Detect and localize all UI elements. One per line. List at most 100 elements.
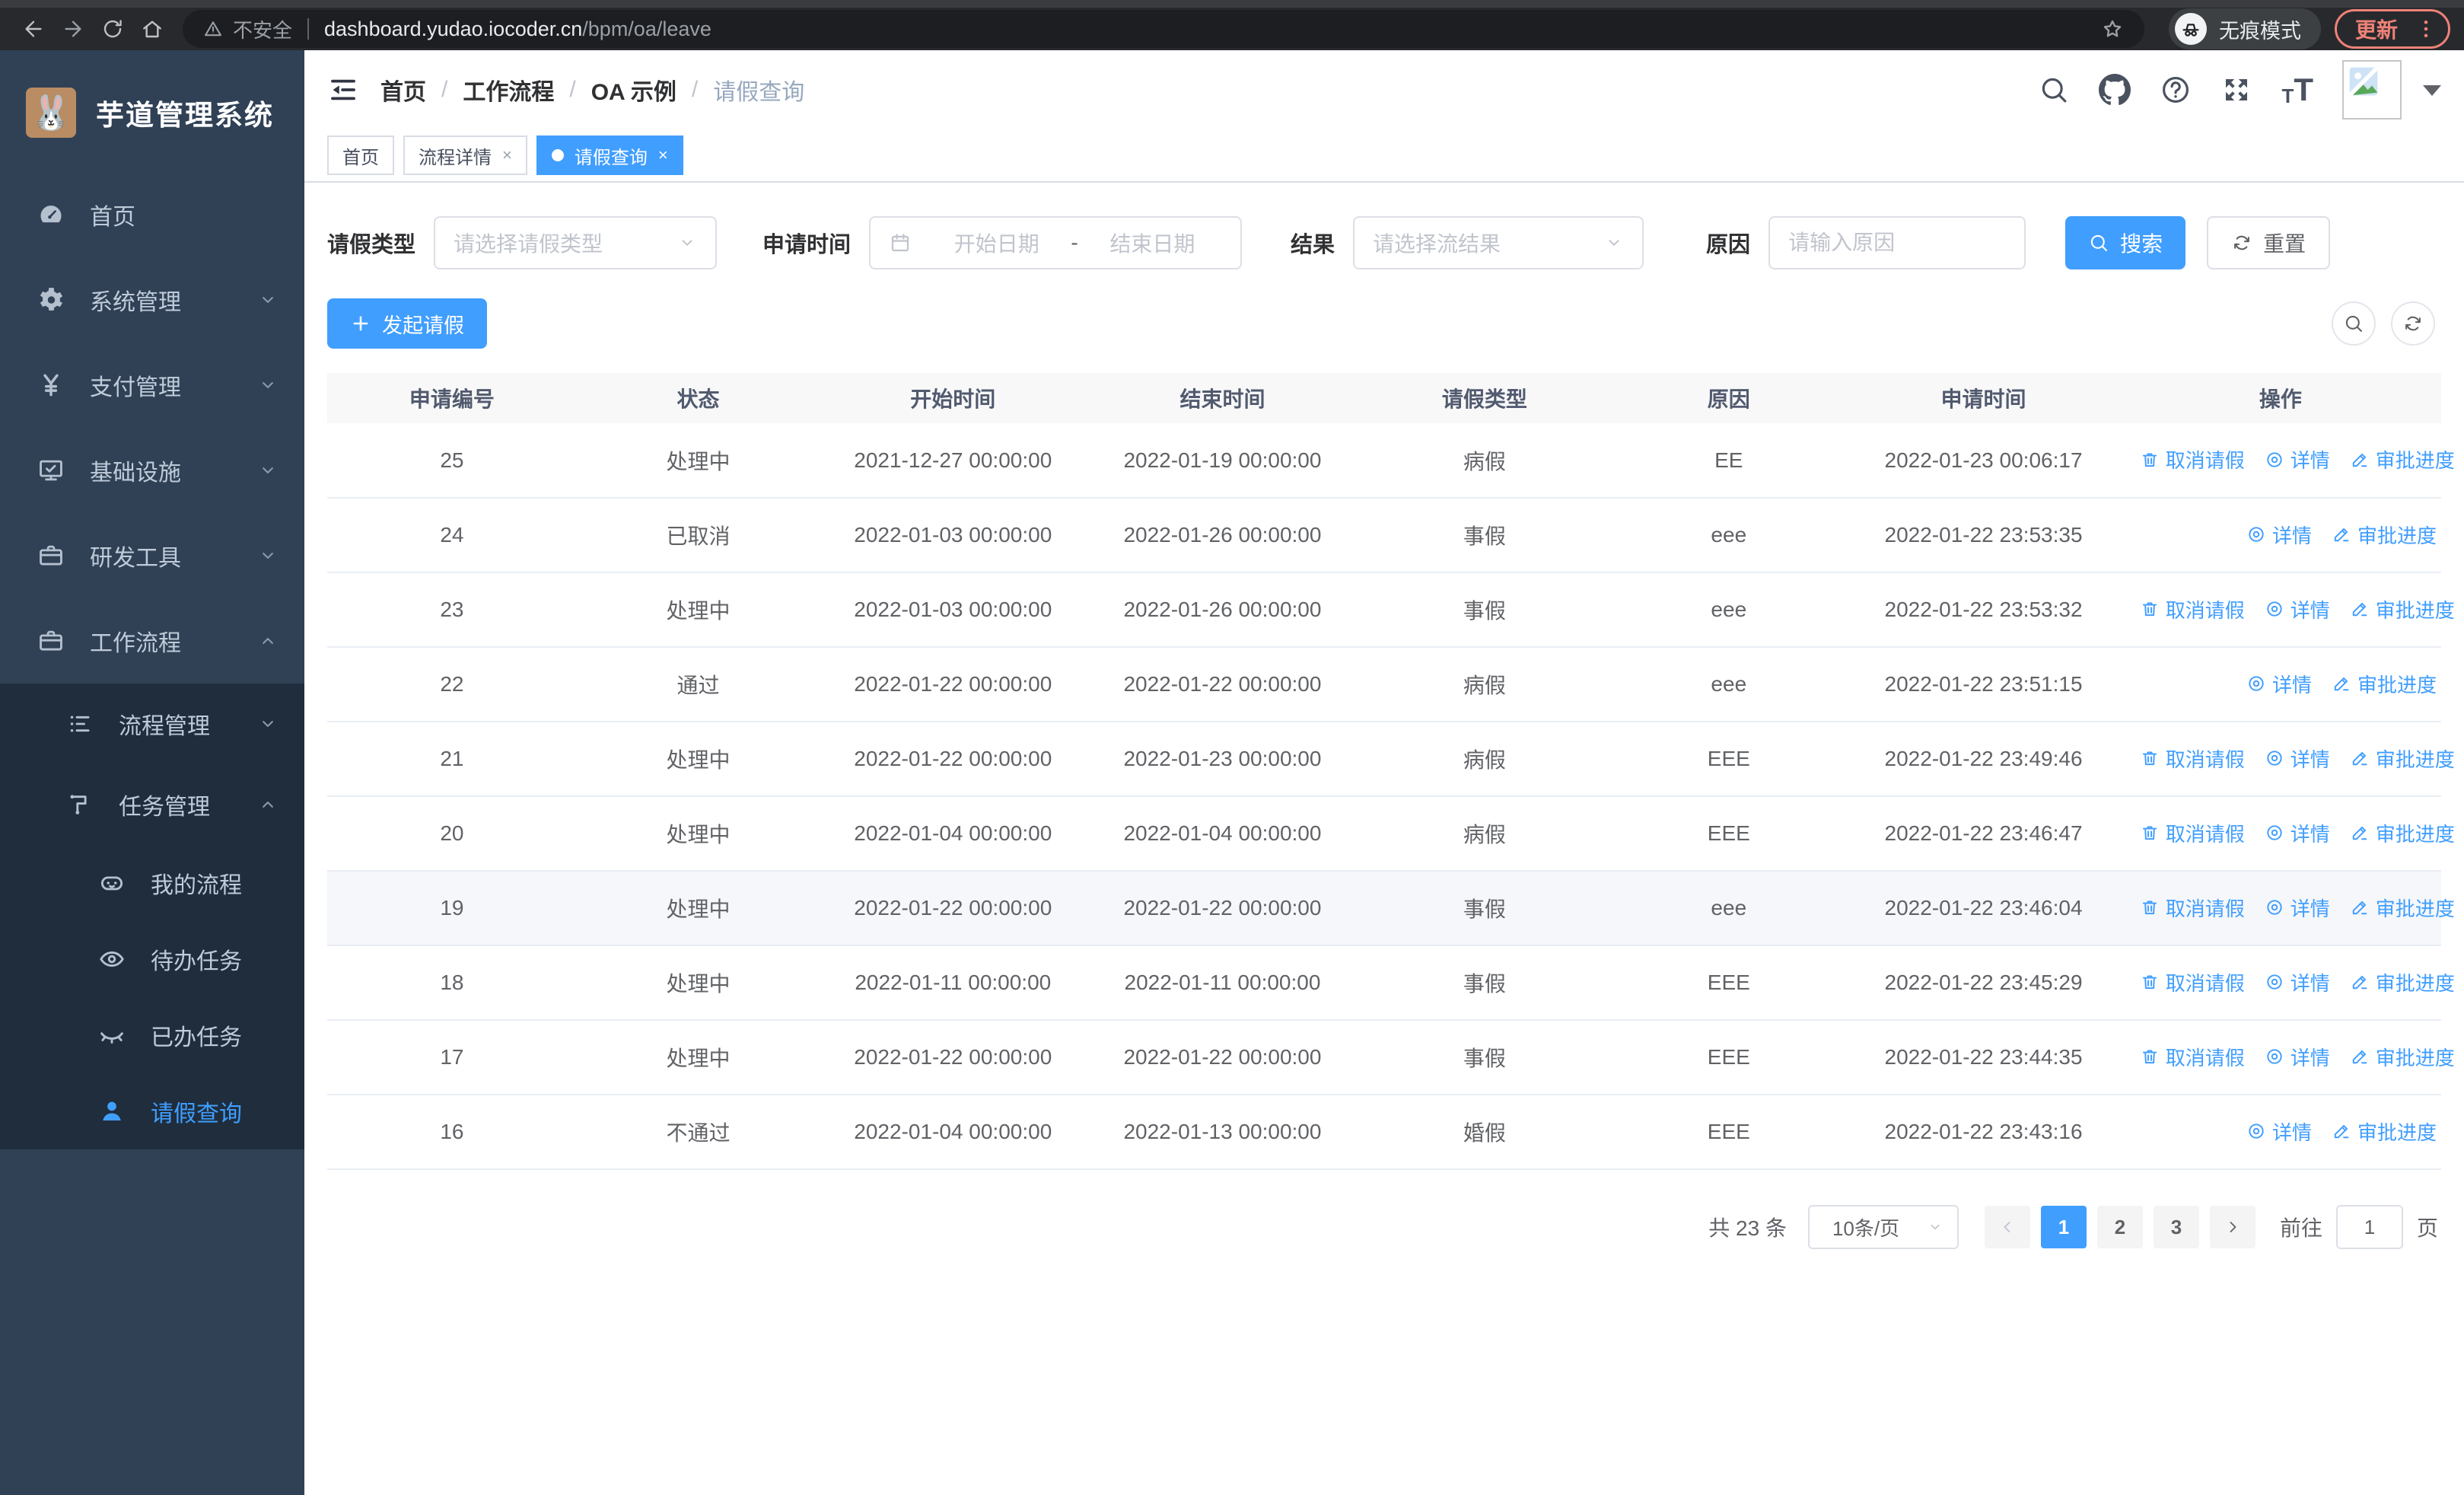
action-detail[interactable]: 详情 (2265, 744, 2330, 773)
trash-icon (2140, 897, 2160, 917)
action-approval-progress[interactable]: 审批进度 (2350, 445, 2455, 473)
cell-start: 2022-01-22 00:00:00 (820, 647, 1087, 722)
sidebar-item-infra[interactable]: 基础设施 (0, 428, 304, 513)
browser-reload-button[interactable] (93, 9, 132, 49)
sidebar-item-todo-tasks[interactable]: 待办任务 (0, 921, 304, 997)
action-cancel-leave[interactable]: 取消请假 (2140, 445, 2245, 473)
address-bar[interactable]: 不安全 dashboard.yudao.iocoder.cn /bpm/oa/l… (183, 10, 2144, 48)
action-approval-progress[interactable]: 审批进度 (2332, 521, 2437, 549)
action-detail[interactable]: 详情 (2265, 595, 2330, 623)
action-approval-progress[interactable]: 审批进度 (2350, 595, 2455, 623)
end-date-placeholder[interactable]: 结束日期 (1109, 232, 1195, 256)
table-row: 19 处理中 2022-01-22 00:00:00 2022-01-22 00:00… (327, 871, 2455, 946)
goto-page-input[interactable] (2335, 1205, 2403, 1249)
action-approval-progress[interactable]: 审批进度 (2332, 1117, 2437, 1146)
browser-update-button[interactable]: 更新 (2334, 9, 2450, 49)
sidebar-item-payment[interactable]: 支付管理 (0, 343, 304, 428)
page-size-select[interactable]: 10条/页 (1807, 1205, 1959, 1249)
action-approval-progress[interactable]: 审批进度 (2350, 968, 2455, 996)
column-header: 操作 (2119, 373, 2441, 423)
sidebar-item-devtools[interactable]: 研发工具 (0, 513, 304, 598)
search-icon[interactable] (2038, 74, 2070, 106)
action-approval-progress[interactable]: 审批进度 (2350, 819, 2455, 847)
caret-down-icon[interactable] (2423, 85, 2441, 105)
prev-page-button[interactable] (1984, 1206, 2030, 1248)
close-icon[interactable]: × (502, 145, 512, 164)
browser-home-button[interactable] (132, 9, 172, 49)
action-detail[interactable]: 详情 (2265, 445, 2330, 473)
action-detail[interactable]: 详情 (2265, 894, 2330, 922)
page-button-2[interactable]: 2 (2096, 1206, 2143, 1248)
reason-input[interactable] (1768, 216, 2026, 269)
close-icon[interactable]: × (657, 145, 668, 164)
apply-time-range-picker[interactable]: 开始日期 - 结束日期 (869, 216, 1243, 269)
tag-item[interactable]: 流程详情 × (403, 135, 527, 175)
cell-status: 处理中 (576, 871, 820, 946)
action-cancel-leave[interactable]: 取消请假 (2140, 894, 2245, 922)
action-cancel-leave[interactable]: 取消请假 (2140, 744, 2245, 773)
action-approval-progress[interactable]: 审批进度 (2350, 894, 2455, 922)
start-date-placeholder[interactable]: 开始日期 (953, 232, 1039, 256)
action-approval-progress[interactable]: 审批进度 (2350, 1043, 2455, 1071)
result-label: 结果 (1291, 233, 1335, 257)
refresh-table-button[interactable] (2391, 301, 2435, 346)
avatar[interactable] (2342, 60, 2402, 120)
table-row: 22 通过 2022-01-22 00:00:00 2022-01-22 00:00:… (327, 647, 2441, 722)
search-button[interactable]: 搜索 (2065, 216, 2186, 269)
browser-forward-button[interactable] (53, 9, 93, 49)
sidebar-item-my-process[interactable]: 我的流程 (0, 845, 304, 921)
action-detail[interactable]: 详情 (2265, 819, 2330, 847)
sidebar-item-task-mgmt[interactable]: 任务管理 (0, 764, 304, 845)
tag-item[interactable]: 首页 (327, 135, 394, 175)
sidebar-toggle-icon[interactable] (327, 74, 359, 106)
content: 请假类型 请选择请假类型 申请时间 开始日期 - 结束日期 (304, 183, 2464, 1495)
action-cancel-leave[interactable]: 取消请假 (2140, 1043, 2245, 1071)
result-select[interactable]: 请选择流结果 (1353, 216, 1644, 269)
action-detail[interactable]: 详情 (2265, 1043, 2330, 1071)
cell-end: 2022-01-23 00:00:00 (1086, 722, 1359, 797)
breadcrumb-item[interactable]: 首页 (380, 80, 426, 105)
breadcrumb-item[interactable]: 工作流程 (463, 80, 555, 105)
column-header: 开始时间 (820, 373, 1087, 423)
cell-status: 处理中 (576, 945, 820, 1021)
action-detail[interactable]: 详情 (2265, 968, 2330, 996)
browser-back-button[interactable] (14, 9, 53, 49)
cell-end: 2022-01-13 00:00:00 (1086, 1095, 1359, 1170)
help-icon[interactable] (2160, 74, 2192, 106)
browser-menu-icon[interactable] (2415, 18, 2437, 40)
action-approval-progress[interactable]: 审批进度 (2350, 744, 2455, 773)
action-detail[interactable]: 详情 (2246, 670, 2312, 698)
sidebar-item-system[interactable]: 系统管理 (0, 257, 304, 343)
detail-eye-icon (2265, 748, 2284, 768)
action-approval-progress[interactable]: 审批进度 (2332, 670, 2437, 698)
fullscreen-icon[interactable] (2220, 74, 2252, 106)
toggle-search-button[interactable] (2332, 301, 2376, 346)
sidebar-item-home[interactable]: 首页 (0, 172, 304, 257)
action-detail[interactable]: 详情 (2246, 521, 2312, 549)
leave-type-select[interactable]: 请选择请假类型 (434, 216, 718, 269)
github-icon[interactable] (2099, 74, 2131, 106)
cell-start: 2022-01-22 00:00:00 (820, 722, 1087, 797)
reset-button[interactable]: 重置 (2207, 216, 2331, 269)
action-detail[interactable]: 详情 (2246, 1117, 2312, 1146)
breadcrumb-item: 请假查询 (713, 80, 805, 105)
sidebar-item-process-mgmt[interactable]: 流程管理 (0, 684, 304, 764)
sidebar-item-workflow[interactable]: 工作流程 (0, 598, 304, 684)
action-cancel-leave[interactable]: 取消请假 (2140, 968, 2245, 996)
breadcrumb-item[interactable]: OA 示例 (591, 80, 676, 105)
action-cancel-leave[interactable]: 取消请假 (2140, 595, 2245, 623)
sidebar: 🐰 芋道管理系统 首页 系统管理 支付管理 基础设施 研发工具 工作流程 流程管理 任务管理我… (0, 50, 304, 1495)
bookmark-star-icon[interactable] (2100, 17, 2125, 41)
next-page-button[interactable] (2209, 1206, 2255, 1248)
sidebar-item-done-tasks[interactable]: 已办任务 (0, 997, 304, 1073)
action-cancel-leave[interactable]: 取消请假 (2140, 819, 2245, 847)
tag-active[interactable]: 请假查询 × (536, 135, 683, 175)
cell-start: 2022-01-04 00:00:00 (820, 1095, 1087, 1170)
page-button-3[interactable]: 3 (2153, 1206, 2199, 1248)
create-leave-button[interactable]: 发起请假 (327, 298, 487, 349)
sidebar-item-leave-query[interactable]: 请假查询 (0, 1073, 304, 1149)
cell-id: 21 (327, 722, 577, 797)
detail-eye-icon (2265, 897, 2284, 917)
page-button-1[interactable]: 1 (2040, 1206, 2087, 1248)
